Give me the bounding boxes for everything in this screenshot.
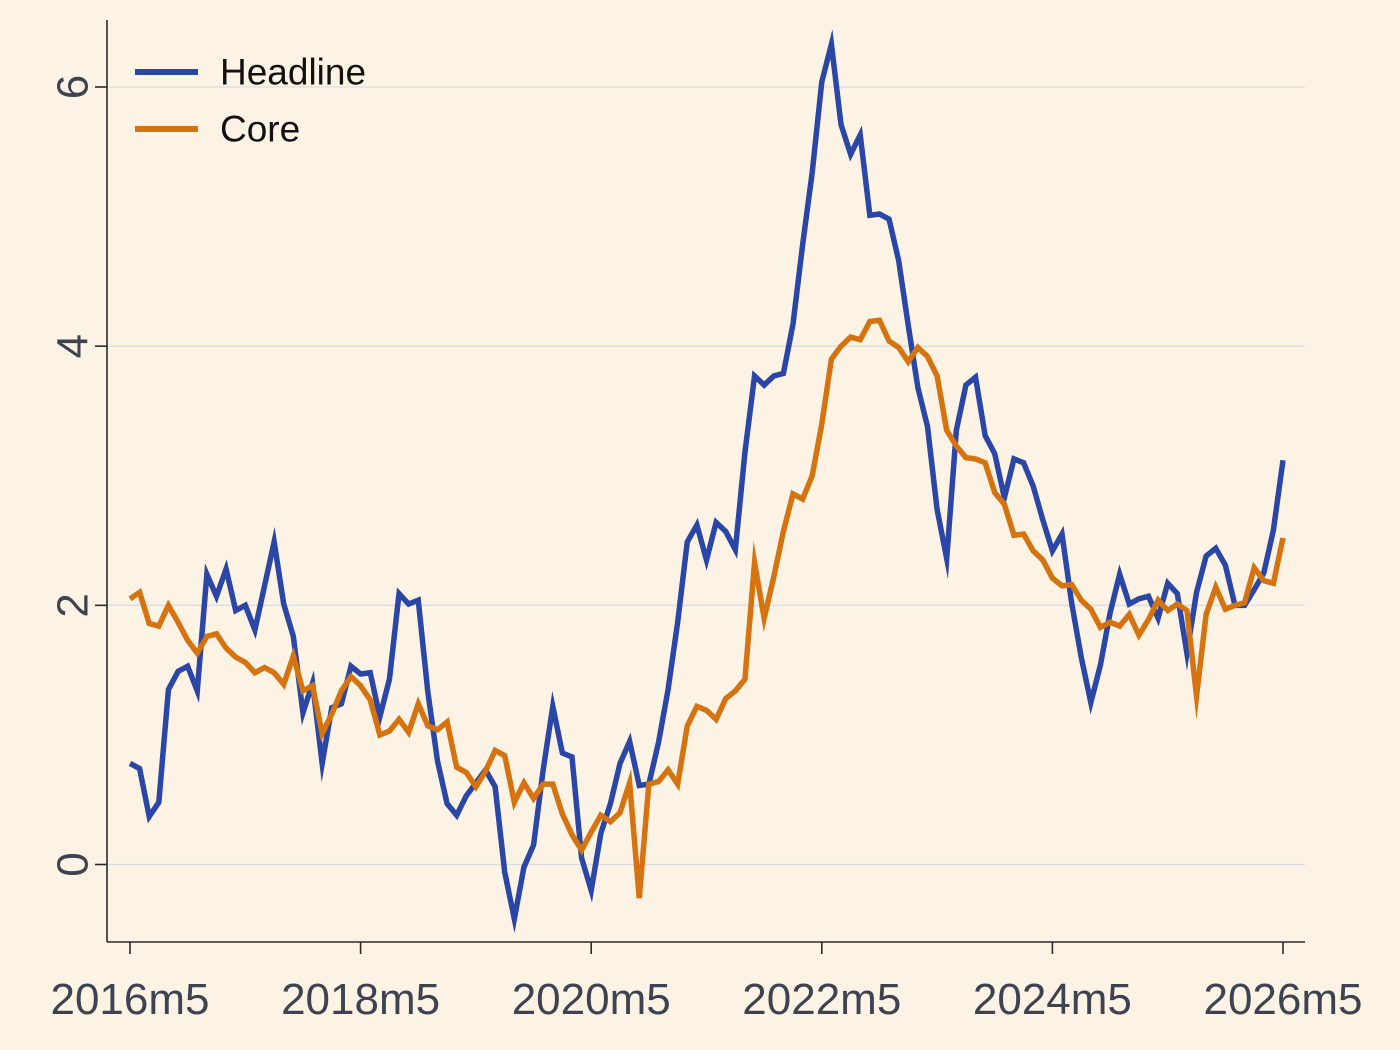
legend-label-headline: Headline: [220, 52, 366, 93]
legend: Headline Core: [135, 52, 366, 150]
x-tick-label-2018m5: 2018m5: [281, 975, 440, 1024]
y-tick-label-2: 2: [49, 593, 98, 617]
x-tick-label-2026m5: 2026m5: [1203, 975, 1362, 1024]
series-line-core: [128, 317, 1286, 899]
legend-label-core: Core: [220, 109, 300, 150]
x-tick-label-2024m5: 2024m5: [973, 975, 1132, 1024]
series-line-headline: [128, 29, 1286, 934]
series-lines: [128, 29, 1286, 934]
y-tick-label-4: 4: [49, 334, 98, 358]
x-axis-ticks: 2016m5 2018m5 2020m5 2022m5 2024m5 2026m5: [50, 942, 1363, 1024]
y-tick-label-0: 0: [49, 852, 98, 876]
x-tick-label-2016m5: 2016m5: [50, 975, 209, 1024]
y-axis-ticks: 0 2 4 6: [49, 75, 107, 877]
y-tick-label-6: 6: [49, 75, 98, 99]
x-tick-label-2022m5: 2022m5: [742, 975, 901, 1024]
gridlines: [107, 86, 1305, 866]
axes: [106, 20, 1305, 943]
x-tick-label-2020m5: 2020m5: [512, 975, 671, 1024]
